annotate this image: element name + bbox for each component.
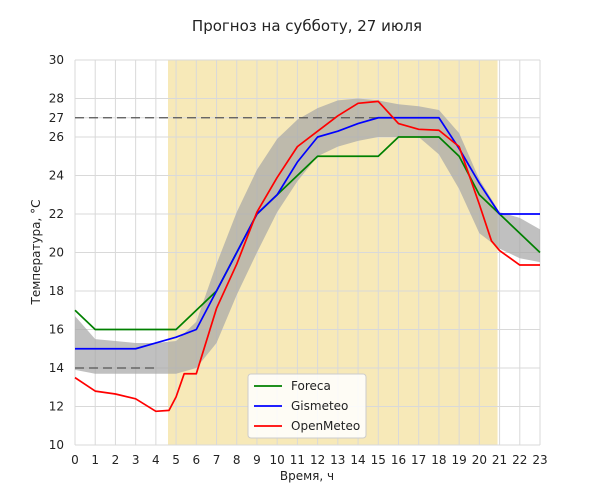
legend-box xyxy=(247,373,367,439)
x-tick-label: 20 xyxy=(472,453,487,467)
y-tick-label: 22 xyxy=(49,207,64,221)
y-tick-label: 28 xyxy=(49,92,64,106)
x-tick-label: 17 xyxy=(411,453,426,467)
x-tick-label: 19 xyxy=(451,453,466,467)
y-tick-label: 10 xyxy=(49,438,64,452)
x-tick-label: 8 xyxy=(233,453,241,467)
series-line-openmeteo xyxy=(74,100,540,413)
x-tick-label: 18 xyxy=(431,453,446,467)
x-tick-label: 22 xyxy=(512,453,527,467)
x-tick-label: 12 xyxy=(310,453,325,467)
y-tick-label: 27 xyxy=(49,111,64,125)
x-tick-label: 2 xyxy=(112,453,120,467)
x-tick-label: 0 xyxy=(71,453,79,467)
x-tick-label: 15 xyxy=(371,453,386,467)
x-tick-label: 14 xyxy=(350,453,365,467)
x-tick-label: 7 xyxy=(213,453,221,467)
y-tick-label: 24 xyxy=(49,169,64,183)
y-tick-label: 18 xyxy=(49,284,64,298)
x-tick-label: 23 xyxy=(532,453,547,467)
chart-title: Прогноз на субботу, 27 июля xyxy=(192,17,422,35)
series-line-foreca xyxy=(74,136,541,331)
y-tick-label: 20 xyxy=(49,246,64,260)
x-tick-label: 16 xyxy=(391,453,406,467)
x-tick-label: 21 xyxy=(492,453,507,467)
x-tick-label: 6 xyxy=(192,453,200,467)
y-tick-label: 16 xyxy=(49,323,64,337)
x-axis-label: Время, ч xyxy=(280,469,334,483)
x-tick-label: 10 xyxy=(270,453,285,467)
legend-label-foreca: Foreca xyxy=(291,379,331,393)
legend-label-gismeteo: Gismeteo xyxy=(291,399,348,413)
x-tick-label: 11 xyxy=(290,453,305,467)
x-tick-label: 4 xyxy=(152,453,160,467)
y-axis-label: Температура, °C xyxy=(29,199,43,305)
uncertainty-band xyxy=(75,98,540,374)
x-tick-label: 9 xyxy=(253,453,261,467)
y-tick-label: 26 xyxy=(49,130,64,144)
y-tick-label: 14 xyxy=(49,361,64,375)
y-tick-label: 12 xyxy=(49,400,64,414)
x-tick-label: 1 xyxy=(91,453,99,467)
x-tick-label: 13 xyxy=(330,453,345,467)
y-tick-label: 30 xyxy=(49,53,64,67)
legend: Foreca Gismeteo OpenMeteo xyxy=(247,373,367,439)
x-tick-label: 3 xyxy=(132,453,140,467)
plot-area: 0 1 2 3 4 5 6 7 8 9 10 11 12 13 14 15 16 17 18 19 20 21 22 2310… xyxy=(49,53,548,467)
legend-label-openmeteo: OpenMeteo xyxy=(291,419,360,433)
x-tick-label: 5 xyxy=(172,453,180,467)
